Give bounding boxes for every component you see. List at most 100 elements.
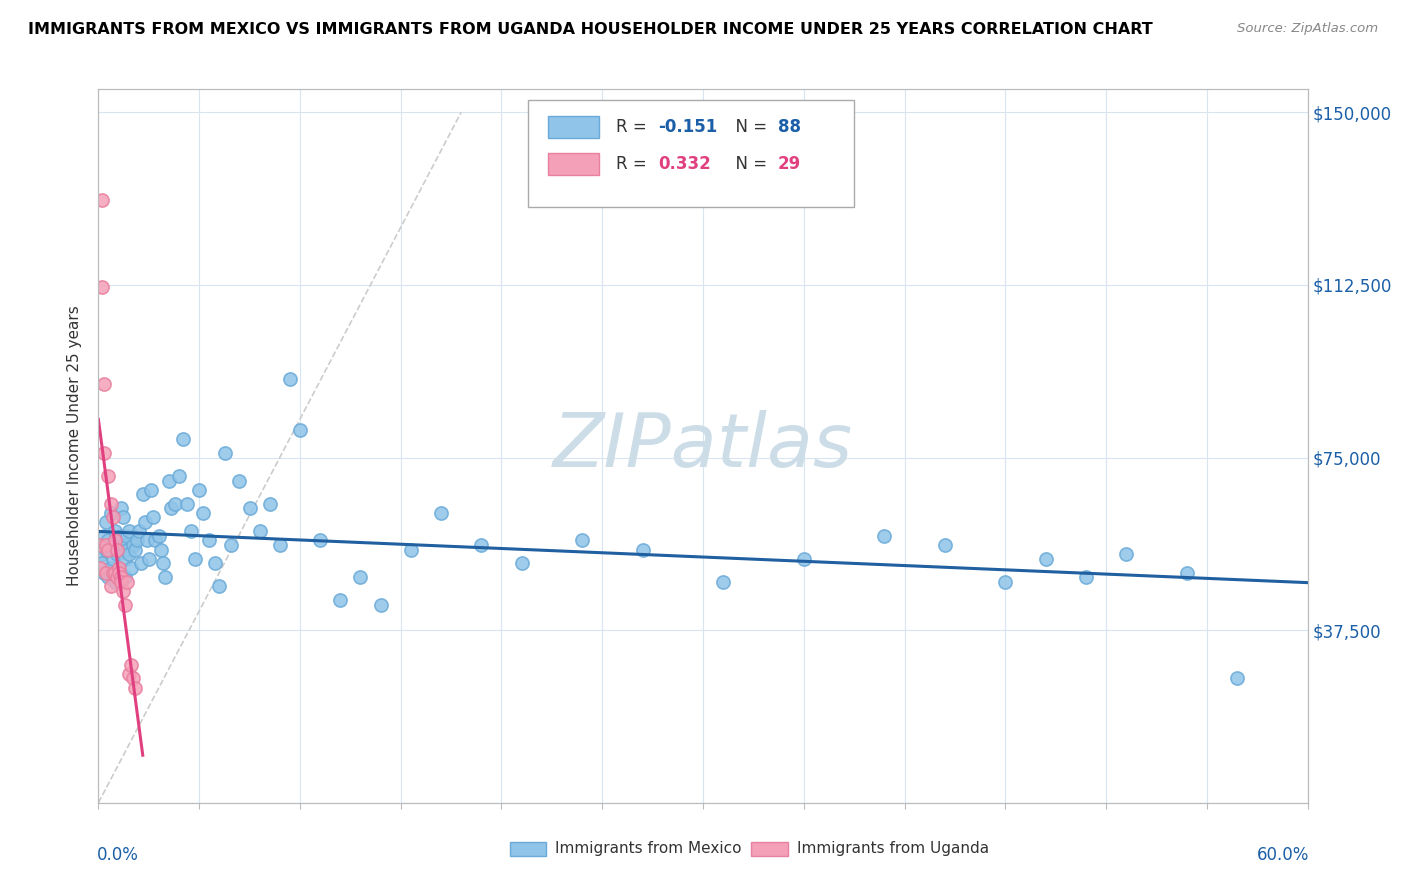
Point [115, 529, 138, 543]
Point [128, 524, 150, 538]
Point [103, 533, 125, 548]
Point [157, 474, 180, 488]
FancyBboxPatch shape [509, 842, 546, 856]
Point [134, 515, 156, 529]
Point [167, 469, 190, 483]
Point [97, 469, 120, 483]
Text: 88: 88 [778, 118, 801, 136]
Point [121, 538, 143, 552]
Point [631, 542, 654, 557]
Point [93, 566, 115, 580]
Point [1226, 672, 1249, 686]
Point [114, 551, 136, 566]
Point [107, 561, 129, 575]
Point [93, 529, 115, 543]
FancyBboxPatch shape [527, 100, 855, 207]
Point [110, 570, 132, 584]
Point [129, 557, 152, 571]
Point [132, 487, 155, 501]
Point [103, 524, 125, 538]
Point [105, 547, 128, 561]
Point [105, 533, 128, 548]
Point [193, 506, 215, 520]
Point [118, 524, 141, 538]
Text: Immigrants from Uganda: Immigrants from Uganda [797, 841, 990, 856]
Text: 0.332: 0.332 [658, 155, 711, 173]
Point [97, 542, 120, 557]
Point [1175, 566, 1198, 580]
Point [110, 574, 132, 589]
Text: IMMIGRANTS FROM MEXICO VS IMMIGRANTS FROM UGANDA HOUSEHOLDER INCOME UNDER 25 YEA: IMMIGRANTS FROM MEXICO VS IMMIGRANTS FRO… [28, 22, 1153, 37]
Point [269, 538, 291, 552]
Point [91, 547, 114, 561]
Point [103, 574, 125, 589]
Point [148, 529, 170, 543]
Point [100, 579, 122, 593]
Point [152, 557, 174, 571]
Point [96, 538, 118, 552]
Point [138, 551, 160, 566]
Point [105, 542, 128, 557]
Point [93, 446, 115, 460]
Point [142, 510, 165, 524]
Point [124, 542, 146, 557]
Point [259, 497, 281, 511]
Text: R =: R = [616, 118, 652, 136]
Point [91, 280, 114, 294]
Point [994, 574, 1017, 589]
Point [349, 570, 371, 584]
Point [96, 566, 118, 580]
Point [934, 538, 956, 552]
Point [249, 524, 271, 538]
Point [107, 561, 129, 575]
Point [115, 542, 138, 557]
Point [163, 497, 186, 511]
Point [399, 542, 422, 557]
Point [370, 598, 392, 612]
Point [100, 497, 122, 511]
Point [97, 533, 120, 548]
Point [204, 557, 226, 571]
Text: N =: N = [724, 155, 772, 173]
Point [221, 538, 243, 552]
Point [110, 501, 132, 516]
Point [97, 570, 120, 584]
Point [430, 506, 453, 520]
Point [239, 501, 262, 516]
Point [110, 529, 132, 543]
Text: 60.0%: 60.0% [1257, 846, 1309, 863]
Point [105, 570, 128, 584]
Text: Source: ZipAtlas.com: Source: ZipAtlas.com [1237, 22, 1378, 36]
Point [793, 551, 815, 566]
Point [100, 561, 122, 575]
Point [120, 657, 142, 672]
Point [143, 533, 166, 548]
Point [288, 423, 311, 437]
Text: -0.151: -0.151 [658, 118, 717, 136]
Point [184, 551, 207, 566]
Point [101, 551, 124, 566]
Point [125, 533, 148, 548]
Point [1115, 547, 1137, 561]
Point [91, 557, 114, 571]
Point [91, 193, 114, 207]
Point [176, 497, 198, 511]
Point [121, 672, 143, 686]
Point [93, 376, 115, 391]
Point [470, 538, 492, 552]
Point [135, 533, 157, 548]
Y-axis label: Householder Income Under 25 years: Householder Income Under 25 years [67, 306, 83, 586]
Point [172, 432, 194, 446]
Point [208, 579, 231, 593]
Point [160, 501, 183, 516]
Point [198, 533, 221, 548]
Point [96, 542, 118, 557]
Point [510, 557, 533, 571]
Point [571, 533, 593, 548]
Point [180, 524, 202, 538]
Point [115, 574, 138, 589]
Point [100, 506, 122, 520]
Point [153, 570, 176, 584]
Point [873, 529, 896, 543]
Point [96, 515, 118, 529]
